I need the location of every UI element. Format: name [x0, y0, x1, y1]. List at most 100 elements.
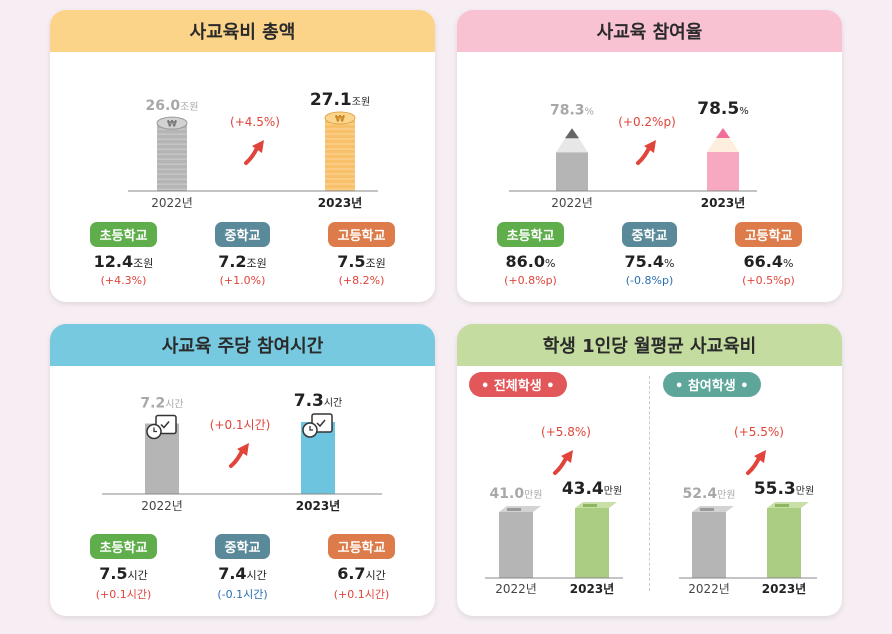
school-value-unit: 조원	[365, 257, 386, 270]
change-label: (+0.2%p)	[618, 115, 676, 129]
pencil-wood	[556, 128, 588, 153]
school-badge: 중학교	[214, 534, 271, 559]
bill-band-icon	[775, 504, 789, 507]
school-high: 고등학교 7.5조원 (+8.2%)	[307, 222, 417, 287]
school-badge: 고등학교	[327, 534, 396, 559]
school-badge: 고등학교	[734, 222, 803, 247]
growth-arrow-head-icon	[237, 443, 249, 456]
monthly-per-student-chart: 41.0만원 2022년 43.4만원 2023년 (+5.8%) 52.4만원 2022년…	[485, 425, 817, 596]
school-breakdown: 초등학교 7.5시간 (+0.1시간) 중학교 7.4시간 (-0.1시간) 고…	[50, 534, 435, 602]
school-value: 7.4시간	[218, 564, 267, 583]
school-change: (+0.1시간)	[95, 588, 152, 601]
monthly-per-student-card: 학생 1인당 월평균 사교육비 41.0만원 2022년 43.4만원 2023년 (+…	[457, 324, 842, 616]
school-value-unit: 시간	[127, 569, 148, 582]
value-label: 41.0만원	[490, 486, 543, 502]
change-label: (+4.5%)	[230, 115, 280, 129]
value-label: 43.4만원	[562, 479, 622, 499]
card-body: 78.3% 2022년 78.5% 2023년 (+0.2%p) 초등학교 86.0% …	[457, 52, 842, 302]
change-label: (+5.5%)	[734, 425, 784, 439]
pencil-tip	[716, 128, 730, 138]
year-label: 2023년	[318, 196, 362, 210]
school-badge: 초등학교	[496, 222, 565, 247]
school-value-unit: 조원	[133, 257, 154, 270]
change-label: (+0.1시간)	[210, 418, 271, 432]
total-spending-card: 사교육비 총액 ₩26.0조원 2022년 ₩27.1조원 2023년 (+4.5%) …	[50, 10, 435, 302]
school-value-number: 7.5	[99, 564, 128, 583]
card-title: 학생 1인당 월평균 사교육비	[457, 324, 842, 366]
change-label: (+5.8%)	[541, 425, 591, 439]
card-body: 41.0만원 2022년 43.4만원 2023년 (+5.8%) 52.4만원 2022년…	[457, 366, 842, 616]
growth-arrow-head-icon	[561, 450, 573, 463]
check-icon	[316, 419, 326, 428]
school-change: (+4.3%)	[100, 274, 147, 287]
school-value: 75.4%	[625, 252, 675, 271]
participation-rate-chart: 78.3% 2022년 78.5% 2023년 (+0.2%p)	[509, 99, 757, 210]
coin-top	[324, 111, 356, 125]
year-label: 2022년	[551, 196, 593, 210]
school-value: 6.7시간	[337, 564, 386, 583]
year-label: 2022년	[495, 582, 537, 596]
bill-band-icon	[507, 508, 521, 511]
school-badge: 중학교	[214, 222, 271, 247]
year-label: 2023년	[570, 582, 614, 596]
school-value-unit: 시간	[246, 569, 267, 582]
school-value: 66.4%	[744, 252, 794, 271]
group-divider	[649, 376, 650, 591]
pencil-tip	[565, 128, 579, 139]
pencil-bar	[707, 152, 739, 191]
school-value: 12.4조원	[94, 252, 154, 271]
school-change: (+0.5%p)	[742, 274, 795, 287]
school-value-number: 66.4	[743, 252, 784, 271]
school-value-unit: %	[545, 257, 556, 270]
value-label: 78.5%	[697, 99, 748, 119]
school-middle: 중학교 7.2조원 (+1.0%)	[188, 222, 298, 287]
school-elementary: 초등학교 86.0% (+0.8%p)	[476, 222, 586, 287]
clock-hands	[153, 427, 157, 433]
weekly-hours-card: 사교육 주당 참여시간 7.2시간 2022년 7.3시간 2023년 (+0.1시간)…	[50, 324, 435, 616]
school-high: 고등학교 66.4% (+0.5%p)	[714, 222, 824, 287]
bill-band-icon	[583, 504, 597, 507]
won-sign-icon: ₩	[167, 120, 177, 130]
school-value: 7.5시간	[99, 564, 148, 583]
year-label: 2022년	[688, 582, 730, 596]
all-students-tag: • 전체학생 •	[469, 372, 567, 397]
school-breakdown: 초등학교 12.4조원 (+4.3%) 중학교 7.2조원 (+1.0%) 고등…	[50, 222, 435, 287]
school-value-number: 6.7	[337, 564, 366, 583]
school-badge: 초등학교	[89, 222, 158, 247]
pencil-bar	[556, 152, 588, 191]
school-value-number: 12.4	[93, 252, 134, 271]
school-value-unit: %	[664, 257, 675, 270]
check-icon	[160, 421, 170, 429]
card-body: 7.2시간 2022년 7.3시간 2023년 (+0.1시간) 초등학교 7.5시간 …	[50, 366, 435, 616]
school-high: 고등학교 6.7시간 (+0.1시간)	[307, 534, 417, 602]
bill-band-icon	[700, 507, 714, 511]
school-breakdown: 초등학교 86.0% (+0.8%p) 중학교 75.4% (-0.8%p) 고…	[457, 222, 842, 287]
school-value: 7.5조원	[337, 252, 386, 271]
school-change: (+1.0%)	[219, 274, 266, 287]
coin-stack-bar	[157, 123, 187, 191]
money-stack-bar	[767, 508, 801, 578]
coin-top	[156, 116, 188, 130]
value-label: 52.4만원	[683, 486, 736, 502]
money-stack-bar	[499, 512, 533, 578]
school-elementary: 초등학교 7.5시간 (+0.1시간)	[69, 534, 179, 602]
coin-stack-bar	[325, 118, 355, 191]
school-value-unit: 시간	[365, 569, 386, 582]
value-label: 27.1조원	[310, 90, 370, 110]
school-badge: 초등학교	[89, 534, 158, 559]
school-value-unit: 조원	[246, 257, 267, 270]
money-stack-bar	[575, 508, 609, 578]
value-label: 26.0조원	[146, 98, 199, 114]
year-label: 2022년	[151, 196, 193, 210]
school-badge: 고등학교	[327, 222, 396, 247]
year-label: 2023년	[762, 582, 806, 596]
growth-arrow-head-icon	[754, 450, 766, 463]
value-label: 55.3만원	[754, 479, 814, 499]
card-title: 사교육비 총액	[50, 10, 435, 52]
participating-students-tag-label: 참여학생	[687, 379, 736, 394]
money-stack-bar	[692, 511, 726, 578]
growth-arrow-head-icon	[252, 140, 264, 153]
school-value-number: 75.4	[624, 252, 665, 271]
school-change: (-0.8%p)	[625, 274, 674, 287]
school-value-number: 7.2	[218, 252, 247, 271]
